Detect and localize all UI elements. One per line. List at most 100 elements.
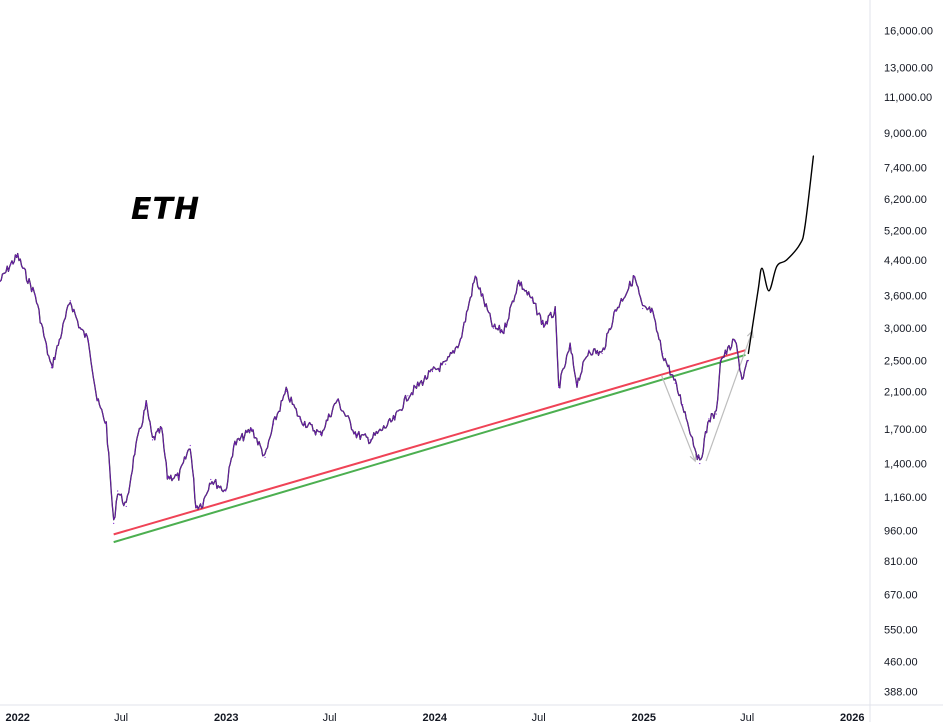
y-tick-label: 3,600.00	[884, 291, 927, 303]
y-axis[interactable]: 16,000.00 13,000.00 11,000.00 9,000.00 7,400…	[869, 0, 933, 722]
price-point	[558, 386, 560, 388]
x-tick-label: 2022	[5, 712, 29, 722]
price-point	[22, 267, 24, 269]
price-point	[251, 428, 253, 430]
price-point	[407, 395, 409, 397]
price-point	[319, 433, 322, 435]
y-tick-label: 2,500.00	[884, 356, 927, 368]
y-tick-label: 460.00	[884, 656, 918, 668]
projection-point	[804, 226, 806, 228]
x-tick-label: 2026	[840, 712, 864, 722]
price-point	[50, 367, 53, 369]
trendline	[113, 353, 746, 544]
price-point	[614, 310, 616, 312]
price-point	[117, 490, 119, 492]
x-tick-label: 2023	[214, 712, 238, 722]
price-point	[634, 276, 636, 278]
y-tick-label: 810.00	[884, 556, 918, 568]
price-point	[161, 428, 163, 430]
price-point	[166, 476, 168, 478]
price-point	[134, 450, 136, 452]
y-tick-label: 670.00	[884, 590, 918, 602]
price-point	[474, 276, 476, 278]
projection-point	[785, 259, 788, 261]
x-axis[interactable]: 2022 Jul 2023 Jul 2024 Jul 2025 Jul 2026	[0, 704, 943, 722]
price-point	[355, 433, 358, 435]
price-point	[492, 327, 495, 329]
price-point	[431, 370, 434, 373]
price-series	[0, 253, 749, 521]
price-point	[601, 352, 603, 355]
y-tick-label: 960.00	[884, 526, 918, 538]
price-point	[336, 399, 338, 401]
price-point	[394, 418, 396, 420]
projection-point	[747, 352, 749, 355]
y-tick-label: 5,200.00	[884, 225, 927, 237]
price-point	[444, 363, 447, 365]
price-point	[674, 382, 676, 384]
chart-title: ETH	[131, 192, 200, 227]
price-point	[210, 478, 212, 481]
price-point	[662, 352, 664, 355]
projection-point	[768, 290, 770, 292]
price-point	[189, 444, 191, 447]
price-point	[69, 300, 71, 302]
projection-point	[761, 267, 763, 269]
price-point	[45, 346, 47, 348]
projection-point	[757, 290, 759, 292]
price-point	[708, 418, 710, 420]
price-point	[543, 324, 545, 326]
projection-point	[799, 243, 801, 246]
y-tick-label: 550.00	[884, 625, 918, 637]
arrow-line	[705, 330, 753, 462]
y-tick-label: 1,700.00	[884, 424, 927, 436]
plot-area[interactable]	[0, 155, 815, 544]
projection-point	[776, 265, 778, 267]
price-point	[58, 339, 61, 341]
price-point	[225, 490, 227, 492]
price-point	[588, 349, 590, 351]
x-tick-label: Jul	[532, 712, 546, 722]
price-point	[10, 263, 12, 265]
projection-point	[812, 155, 815, 157]
x-tick-label: Jul	[323, 712, 337, 722]
y-tick-label: 1,160.00	[884, 492, 927, 504]
price-point	[576, 382, 578, 384]
price-point	[747, 359, 749, 362]
price-point	[145, 404, 147, 406]
x-tick-label: 2025	[632, 712, 656, 722]
price-point	[741, 378, 743, 380]
price-point	[34, 295, 37, 297]
price-point	[569, 346, 571, 348]
price-point	[503, 330, 505, 332]
arrow-line	[660, 375, 696, 462]
price-point	[719, 359, 721, 362]
price-point	[554, 310, 556, 312]
price-point	[79, 327, 81, 329]
price-point	[682, 404, 684, 406]
price-point	[734, 339, 736, 341]
price-point	[369, 439, 371, 441]
y-tick-label: 1,400.00	[884, 459, 927, 471]
x-tick-label: Jul	[114, 712, 128, 722]
price-point	[178, 476, 180, 478]
price-point	[113, 522, 115, 524]
y-tick-label: 4,400.00	[884, 255, 927, 267]
arrow-head	[689, 454, 697, 463]
price-point	[195, 505, 197, 508]
price-point	[273, 423, 275, 425]
y-tick-label: 11,000.00	[884, 92, 932, 104]
price-point	[285, 390, 287, 393]
price-point	[699, 462, 701, 465]
price-point	[531, 300, 533, 302]
price-point	[105, 423, 107, 425]
price-point	[0, 280, 1, 283]
price-point	[299, 418, 301, 420]
price-point	[17, 255, 19, 257]
x-tick-label: 2024	[422, 712, 447, 722]
y-tick-label: 16,000.00	[884, 26, 933, 38]
price-point	[125, 505, 127, 508]
x-tick-label: Jul	[740, 712, 754, 722]
